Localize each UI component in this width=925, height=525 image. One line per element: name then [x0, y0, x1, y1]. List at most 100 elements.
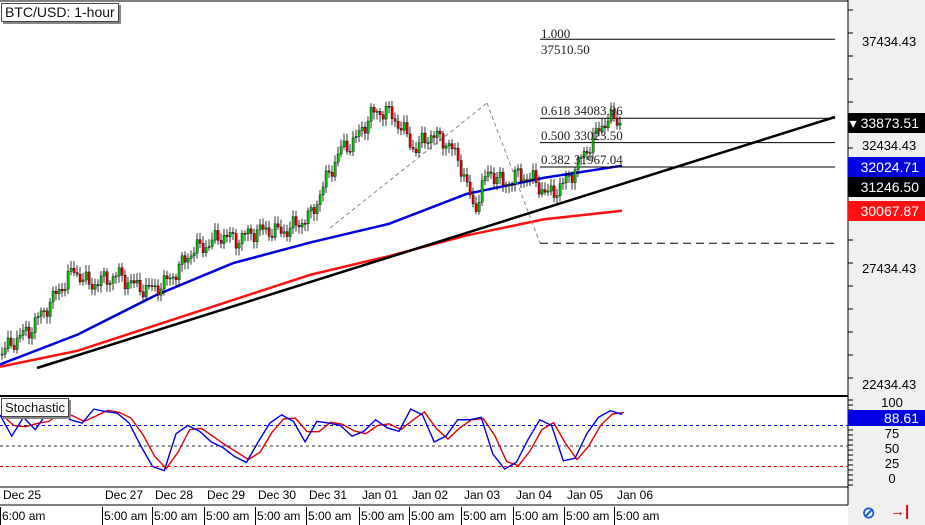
- candle-body: [279, 226, 283, 234]
- candle-body: [441, 133, 445, 149]
- ma-fast-line: [0, 164, 623, 366]
- candle-body: [306, 210, 310, 224]
- candle-body: [360, 126, 364, 131]
- candle-body: [192, 252, 196, 257]
- candle-body: [438, 130, 442, 134]
- candle-body: [234, 233, 238, 249]
- candle-body: [162, 275, 166, 290]
- candle-body: [285, 231, 289, 237]
- candle-body: [6, 337, 10, 349]
- candle-body: [159, 288, 163, 296]
- candle-body: [615, 118, 619, 126]
- candle-body: [171, 276, 175, 279]
- candle-body: [24, 326, 28, 331]
- candle-body: [303, 223, 307, 225]
- candle-body: [516, 168, 520, 171]
- candle-body: [372, 107, 376, 113]
- candle-body: [495, 177, 499, 184]
- candle-body: [291, 216, 295, 229]
- candle-body: [570, 174, 574, 183]
- candle-body: [378, 111, 382, 115]
- scroll-to-end-icon[interactable]: →|: [890, 503, 910, 520]
- candle-body: [183, 255, 187, 263]
- candle-body: [123, 274, 127, 290]
- candle-body: [240, 233, 244, 244]
- candle-body: [264, 227, 268, 230]
- stoch-tick: 75: [884, 426, 900, 441]
- candle-body: [597, 128, 601, 132]
- candle-body: [42, 310, 46, 312]
- candle-body: [108, 282, 112, 285]
- stoch-tick: 0: [888, 471, 896, 486]
- candle-body: [534, 170, 538, 183]
- candle-body: [492, 173, 496, 184]
- candle-body: [576, 157, 580, 170]
- candle-body: [294, 216, 298, 226]
- x-date-label: Jan 06: [617, 488, 654, 502]
- candle-body: [132, 280, 136, 284]
- candle-body: [324, 170, 328, 188]
- candle-body: [459, 160, 463, 177]
- candle-body: [375, 111, 379, 113]
- last-price-value: 33873.51: [860, 115, 919, 131]
- candle-body: [198, 239, 202, 244]
- x-date-label: Dec 31: [309, 488, 348, 502]
- candle-body: [609, 109, 613, 122]
- candle-body: [318, 194, 322, 205]
- candle-body: [276, 223, 280, 228]
- candle-body: [477, 201, 481, 212]
- candle-body: [216, 230, 220, 241]
- candle-body: [180, 255, 184, 265]
- candle-body: [519, 168, 523, 182]
- candle-body: [588, 152, 592, 154]
- candle-body: [69, 268, 73, 272]
- candle-body: [561, 182, 565, 185]
- candle-body: [315, 204, 319, 214]
- candle-body: [342, 140, 346, 148]
- link-icon[interactable]: ⊘: [862, 505, 876, 522]
- candle-body: [585, 151, 589, 154]
- candle-body: [261, 224, 265, 230]
- chart-title: BTC/USD: 1-hour: [1, 3, 119, 22]
- candle-body: [354, 136, 358, 139]
- candle-body: [15, 337, 19, 350]
- candle-body: [222, 235, 226, 244]
- candle-body: [564, 175, 568, 184]
- x-time-label: 5:00 am: [359, 507, 405, 525]
- candle-body: [30, 332, 34, 339]
- candle-body: [54, 290, 58, 294]
- fib-ratio: 0.500: [541, 128, 571, 143]
- candle-body: [483, 176, 487, 182]
- y-tick: 22434.43: [862, 377, 917, 392]
- candle-body: [312, 207, 316, 214]
- candle-body: [456, 147, 460, 161]
- candle-body: [366, 120, 370, 134]
- candle-body: [579, 157, 583, 159]
- candle-body: [153, 285, 157, 288]
- candle-body: [60, 288, 64, 292]
- candle-body: [36, 316, 40, 318]
- candle-body: [273, 223, 277, 238]
- candle-body: [141, 291, 145, 298]
- candle-body: [48, 301, 52, 317]
- candle-body: [426, 142, 430, 145]
- fib-ratio: 1.000: [541, 26, 571, 41]
- candle-body: [327, 170, 331, 173]
- y-tick: 27434.43: [862, 261, 917, 276]
- candle-body: [144, 285, 148, 298]
- candle-body: [147, 285, 151, 287]
- candle-body: [156, 285, 160, 296]
- candle-body: [474, 203, 478, 212]
- candle-body: [498, 171, 502, 178]
- x-time-label: 5:00 am: [102, 507, 148, 525]
- candle-body: [102, 271, 106, 277]
- candle-body: [12, 345, 16, 350]
- candle-body: [612, 109, 616, 119]
- candle-body: [33, 317, 37, 333]
- trendline: [36, 115, 836, 370]
- stoch-signal-line: [1, 409, 625, 470]
- candle-body: [552, 185, 556, 198]
- ma-fast-tag: 32024.71: [848, 157, 925, 177]
- candle-body: [396, 120, 400, 129]
